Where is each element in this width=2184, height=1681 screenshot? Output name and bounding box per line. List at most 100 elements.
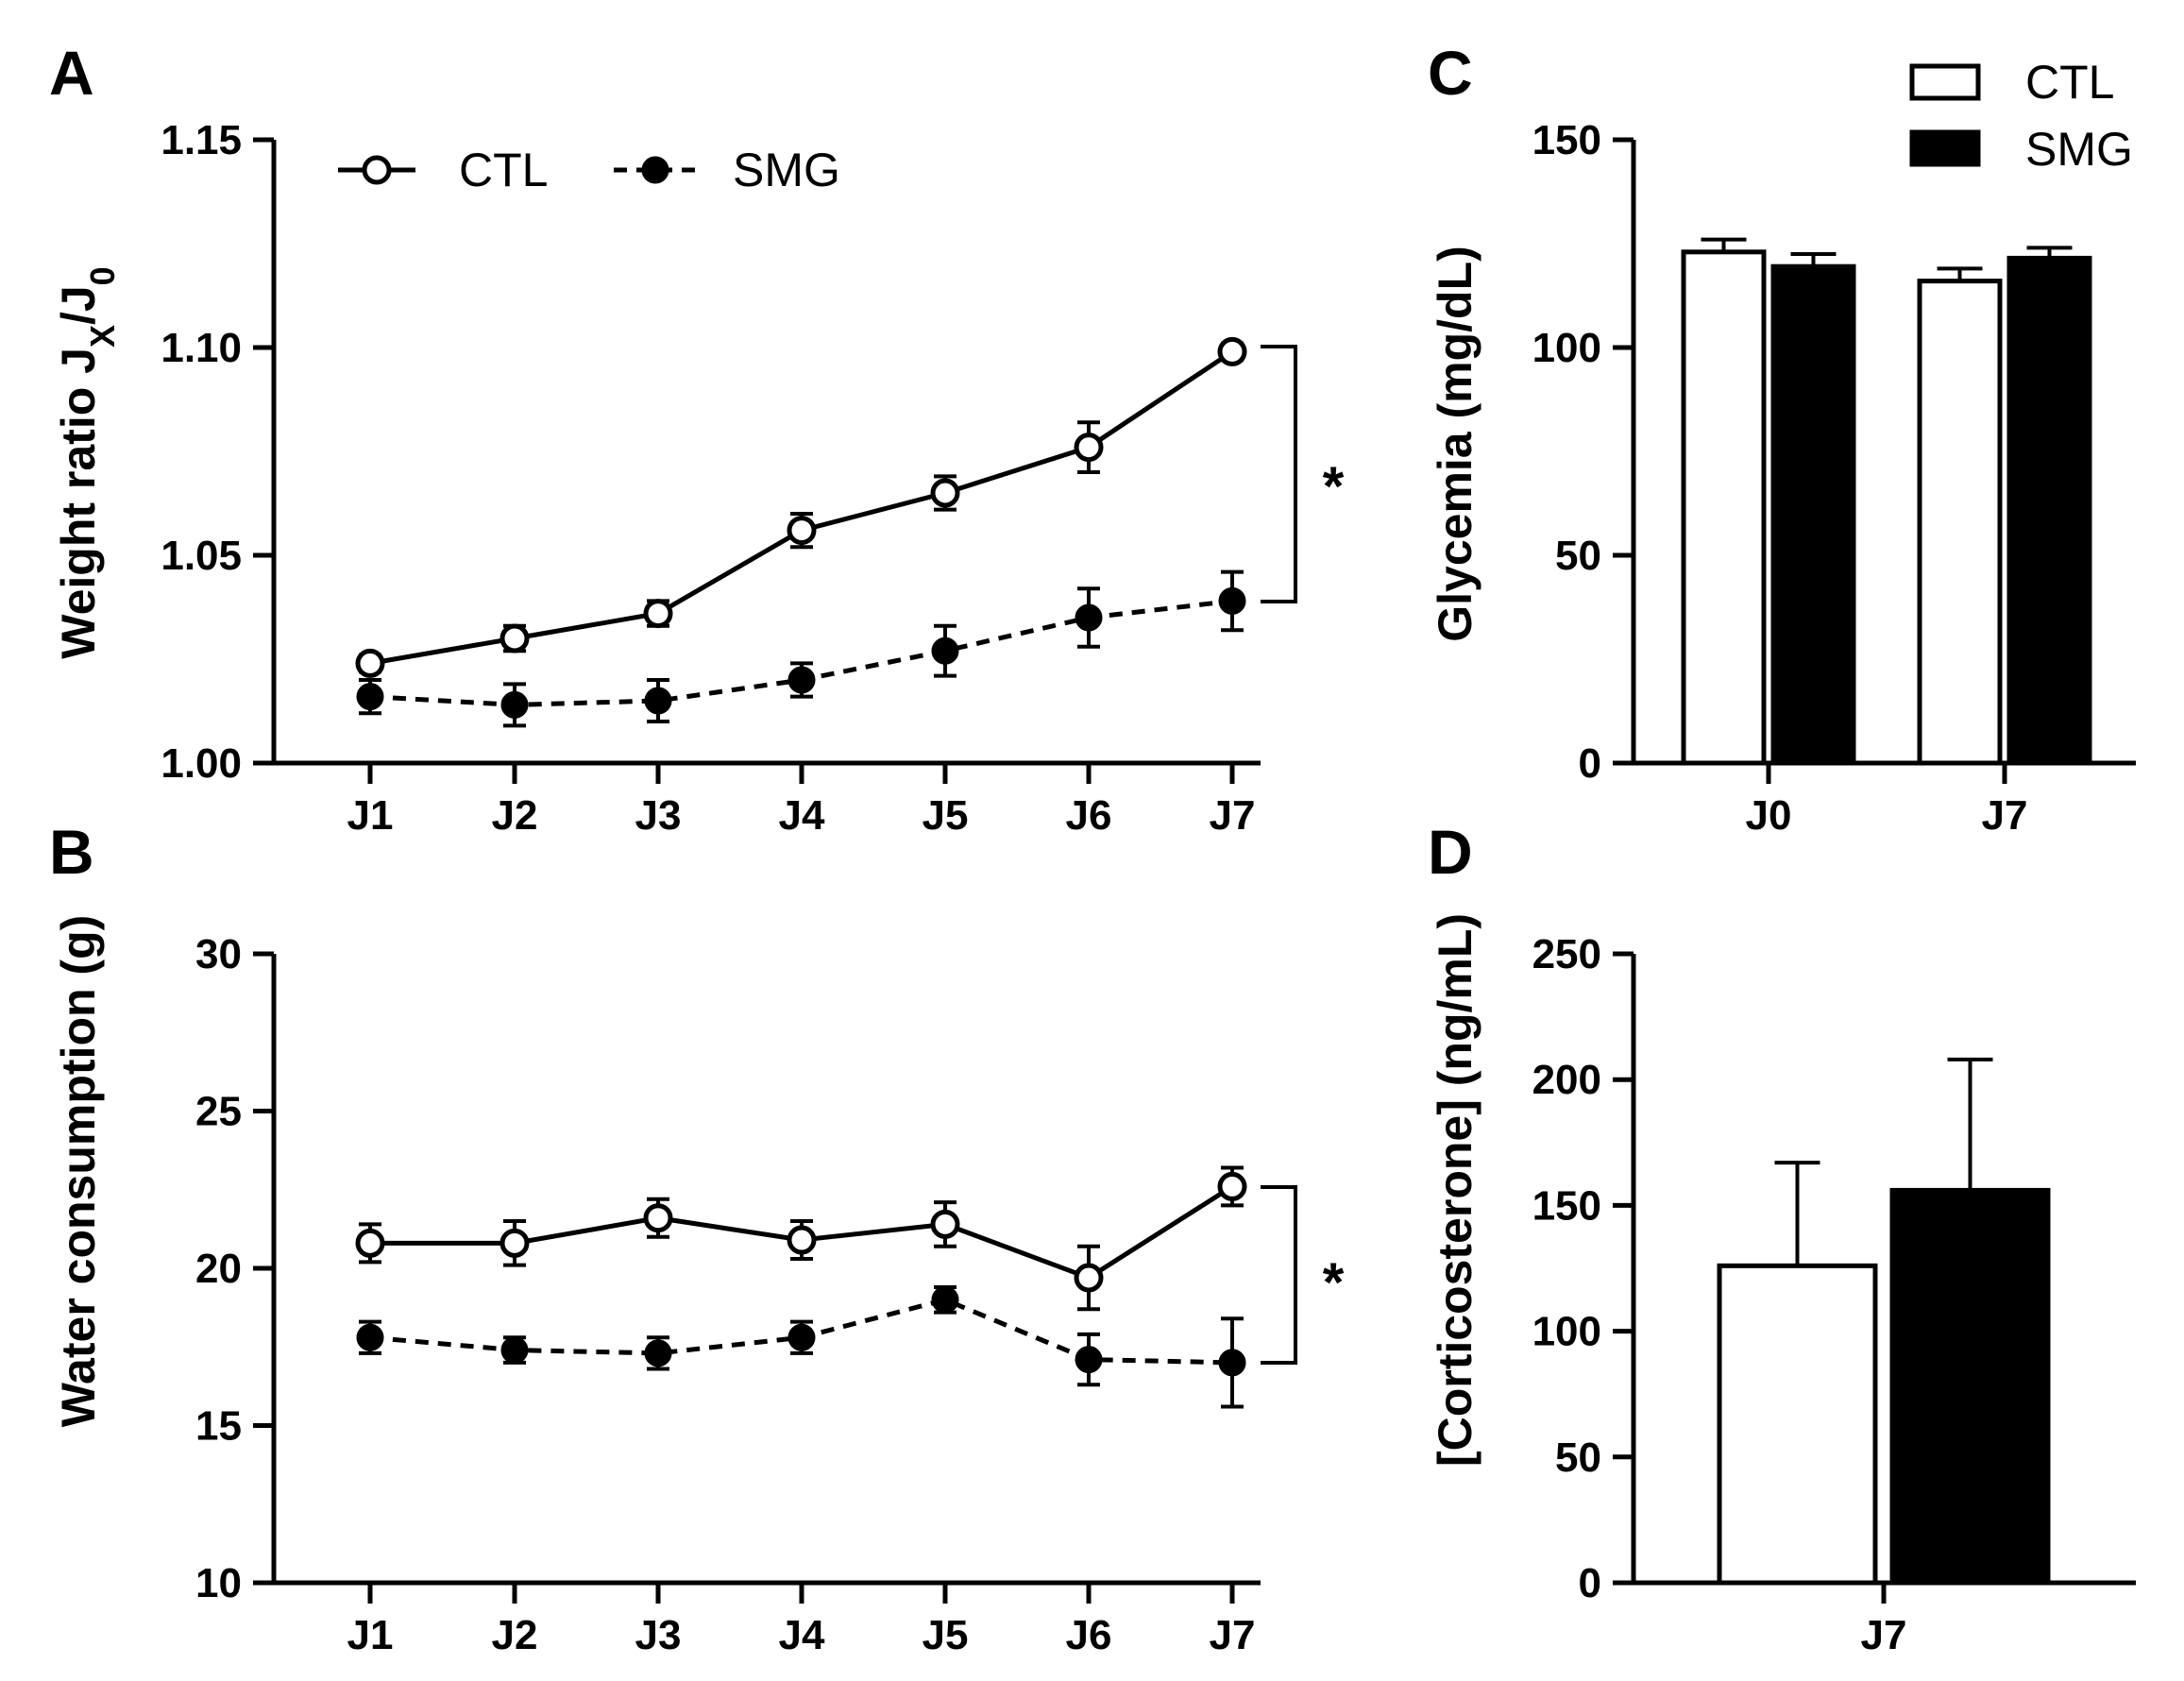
y-tick-label: 1.15	[161, 117, 242, 163]
x-tick-label: J1	[347, 792, 394, 839]
data-point-smg	[356, 683, 384, 711]
panel-a-axes: 1.00 1.05 1.10 1.15 J1 J2 J3 J4 J5 J6 J7	[161, 117, 1261, 839]
panel-c: C Glycemia (mg/dL) 0 50 100 150 J0 J7 CTL SMG	[1428, 38, 2136, 839]
x-tick-label: J1	[347, 1612, 394, 1658]
panel-c-y-axis-title: Glycemia (mg/dL)	[1429, 246, 1481, 642]
x-tick-label: J5	[923, 1612, 969, 1658]
x-tick-label: J6	[1066, 1612, 1112, 1658]
data-point-smg	[644, 687, 672, 715]
panel-a-legend: CTL SMG	[338, 144, 840, 196]
legend-ctl-label: CTL	[459, 144, 548, 196]
panel-b-significance: *	[1261, 1185, 1345, 1365]
panel-a-label: A	[49, 38, 94, 108]
data-point-smg	[500, 690, 529, 719]
bar-smg-j0	[1770, 263, 1856, 766]
bar-smg-j7	[2006, 255, 2092, 766]
panel-b-y-axis-title: Water consumption (g)	[52, 915, 105, 1428]
legend-ctl-label: CTL	[2025, 56, 2114, 109]
data-point-ctl	[1074, 1263, 1104, 1293]
y-tick-label: 50	[1555, 1435, 1601, 1481]
panel-a-plot	[355, 336, 1247, 728]
y-tick-label: 100	[1532, 1309, 1601, 1355]
panel-d-plot	[1717, 1057, 2051, 1586]
data-point-ctl	[1217, 1171, 1247, 1201]
data-point-ctl	[930, 478, 960, 508]
x-tick-label: J5	[923, 792, 969, 839]
panel-b-axes: 10 15 20 25 30 J1 J2 J3 J4 J5 J6 J7	[195, 931, 1261, 1658]
data-point-ctl	[930, 1209, 960, 1239]
x-tick-label: J2	[492, 792, 538, 839]
legend-smg-label: SMG	[2025, 123, 2133, 176]
data-point-ctl	[1217, 336, 1247, 366]
bar-smg-j7	[1889, 1187, 2051, 1586]
data-point-ctl	[355, 1228, 385, 1258]
y-tick-label: 250	[1532, 931, 1601, 977]
x-tick-label: J7	[1982, 792, 2028, 839]
panel-b-label: B	[49, 817, 94, 887]
legend-smg-swatch	[1909, 129, 1981, 167]
data-point-smg	[931, 1285, 959, 1314]
data-point-smg	[500, 1336, 529, 1365]
significance-bracket-b	[1261, 1185, 1297, 1365]
x-tick-label: J7	[1210, 1612, 1256, 1658]
x-tick-label: J7	[1861, 1612, 1907, 1658]
data-point-ctl	[1074, 433, 1104, 463]
panel-d: D [Corticosterone] (ng/mL) 0 50 100 150 200 2…	[1428, 817, 2136, 1658]
panel-d-axes: 0 50 100 150 200 250 J7	[1532, 931, 2136, 1658]
x-tick-label: J0	[1746, 792, 1792, 839]
data-point-ctl	[787, 516, 817, 546]
y-tick-label: 50	[1555, 533, 1601, 579]
y-tick-label: 30	[195, 931, 242, 977]
data-point-ctl	[499, 623, 530, 654]
data-point-ctl	[643, 1203, 673, 1233]
data-point-smg	[931, 637, 959, 665]
panel-c-label: C	[1428, 38, 1473, 108]
data-point-smg	[356, 1323, 384, 1351]
y-tick-label: 200	[1532, 1057, 1601, 1103]
y-tick-label: 0	[1579, 1560, 1601, 1606]
x-tick-label: J3	[635, 792, 682, 839]
y-tick-label: 1.05	[161, 533, 242, 579]
significance-star-a: *	[1323, 456, 1345, 518]
data-point-smg	[1075, 603, 1103, 632]
data-point-ctl	[643, 599, 673, 629]
panel-b-plot	[355, 1165, 1247, 1409]
panel-c-plot	[1681, 237, 2092, 766]
data-point-smg	[787, 666, 816, 694]
data-point-smg	[1075, 1346, 1103, 1374]
panel-a-y-axis-title: Weight ratio JX/J0	[52, 266, 122, 658]
data-point-ctl	[355, 648, 385, 678]
bar-ctl-j0	[1681, 249, 1767, 766]
y-tick-label: 100	[1532, 325, 1601, 371]
y-tick-label: 10	[195, 1560, 242, 1606]
series-line-ctl	[369, 349, 1234, 666]
data-point-ctl	[787, 1225, 817, 1255]
x-tick-label: J2	[492, 1612, 538, 1658]
panel-a: A Weight ratio JX/J0 1.00 1.05 1.10 1.15 J1 J…	[49, 38, 1345, 839]
panel-a-significance: *	[1261, 345, 1345, 603]
data-point-smg	[787, 1323, 816, 1351]
legend-smg-marker	[641, 156, 669, 184]
panel-c-axes: 0 50 100 150 J0 J7	[1532, 117, 2136, 839]
legend-ctl-marker	[362, 155, 392, 185]
bar-ctl-j7	[1917, 279, 2003, 766]
x-tick-label: J7	[1210, 792, 1256, 839]
bar-ctl-j7	[1717, 1263, 1878, 1586]
x-tick-label: J3	[635, 1612, 682, 1658]
legend-ctl-swatch	[1909, 63, 1981, 101]
data-point-smg	[644, 1339, 672, 1367]
data-point-smg	[1218, 586, 1246, 615]
panel-b: B Water consumption (g) 10 15 20 25 30 J1 J2 J3…	[49, 817, 1345, 1658]
significance-star-b: *	[1323, 1252, 1345, 1314]
legend-smg-label: SMG	[733, 144, 840, 196]
y-tick-label: 15	[195, 1403, 242, 1450]
significance-bracket-a	[1261, 345, 1297, 603]
y-tick-label: 1.10	[161, 325, 242, 371]
y-tick-label: 0	[1579, 740, 1601, 787]
y-tick-label: 25	[195, 1089, 242, 1135]
x-tick-label: J4	[779, 1612, 825, 1658]
y-tick-label: 150	[1532, 117, 1601, 163]
x-tick-label: J6	[1066, 792, 1112, 839]
panel-d-label: D	[1428, 817, 1473, 887]
